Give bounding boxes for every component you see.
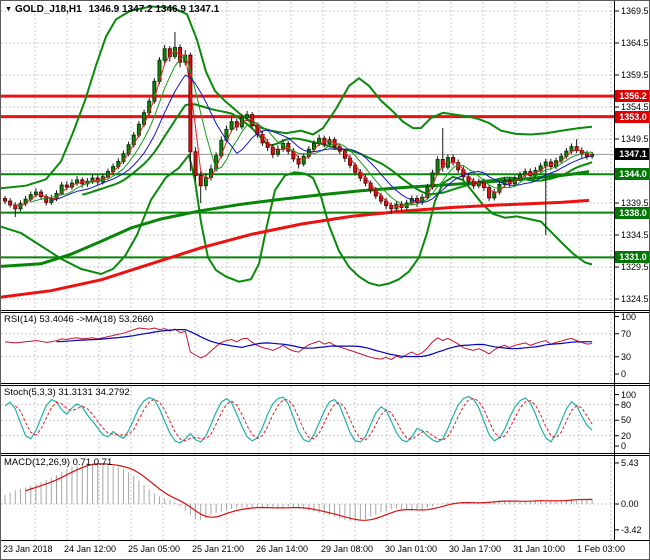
panel-borders	[1, 1, 649, 541]
macd-lines	[4, 463, 593, 522]
bollinger-bands	[1, 5, 593, 287]
fast-ma-lines	[15, 50, 593, 208]
stoch-lines	[4, 395, 593, 444]
rsi-lines	[4, 327, 593, 361]
grid-layer	[1, 2, 614, 540]
